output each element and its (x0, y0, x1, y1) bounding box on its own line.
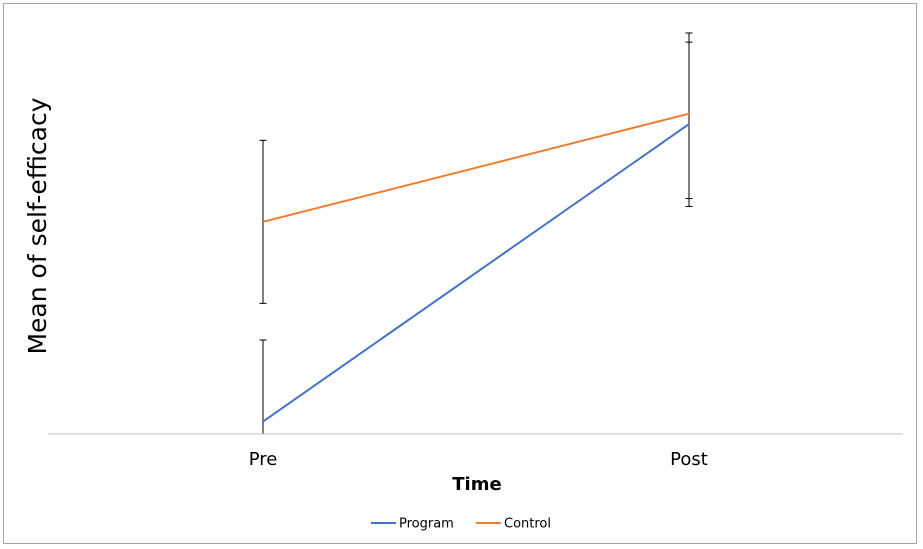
x-tick-labels: Pre Post (249, 449, 708, 470)
x-tick-label-pre: Pre (249, 449, 278, 470)
series-lines (262, 112, 690, 423)
legend-label-control: Control (504, 517, 551, 532)
legend: Program Control (371, 517, 551, 532)
error-bars (259, 32, 693, 434)
y-axis-title: Mean of self-efficacy (23, 97, 52, 354)
legend-label-program: Program (399, 517, 454, 532)
series-line-program (262, 123, 690, 423)
series-line-control (262, 112, 690, 223)
x-axis-title: Time (452, 474, 501, 495)
x-tick-label-post: Post (670, 449, 708, 470)
chart-frame (3, 3, 917, 544)
